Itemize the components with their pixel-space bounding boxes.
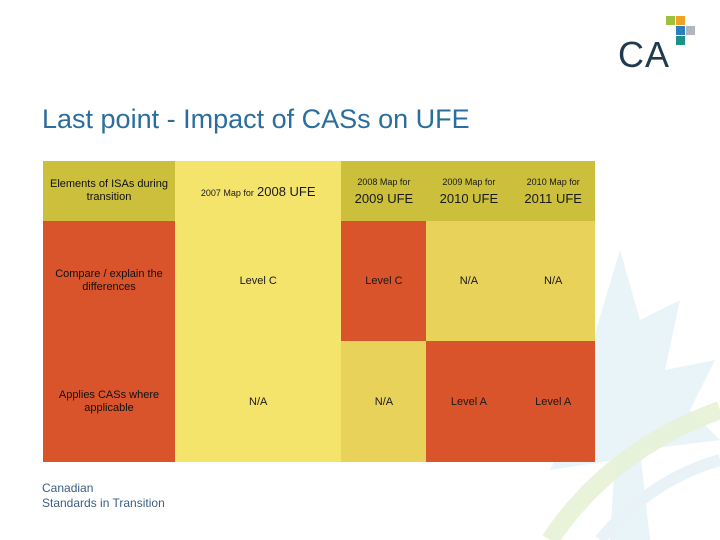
footer-line-1: Canadian: [42, 481, 94, 495]
header-col-small: 2010 Map for: [526, 176, 580, 187]
table-row: Compare / explain the differences Level …: [43, 221, 595, 341]
header-col-big: 2009 UFE: [354, 190, 414, 206]
header-col-2010: 2009 Map for 2010 UFE: [426, 161, 512, 221]
logo-square-green: [666, 16, 675, 25]
logo-square-grey: [686, 26, 695, 35]
table-cell: Level A: [426, 341, 512, 462]
footer-branding: Canadian Standards in Transition: [42, 481, 165, 511]
ca-logo: CA: [618, 14, 698, 75]
slide-title: Last point - Impact of CASs on UFE: [42, 104, 470, 134]
header-col-big: 2011 UFE: [524, 190, 582, 206]
table-cell: N/A: [511, 221, 595, 341]
table-header-row: Elements of ISAs during transition 2007 …: [43, 161, 595, 221]
logo-text: CA: [618, 34, 671, 75]
header-elements-label: Elements of ISAs during transition: [49, 178, 168, 203]
table-cell: Level C: [175, 221, 342, 341]
logo-square-teal: [676, 36, 685, 45]
header-col-2009: 2008 Map for 2009 UFE: [341, 161, 427, 221]
row-label: Applies CASs where applicable: [58, 388, 160, 414]
table-cell: Level C: [341, 221, 427, 341]
logo-square-blue: [676, 26, 685, 35]
table-cell: N/A: [341, 341, 427, 462]
table-row: Applies CASs where applicable N/A N/A Le…: [43, 341, 595, 462]
row-label-cell: Compare / explain the differences: [43, 221, 175, 341]
maple-leaf-watermark-icon: [510, 250, 720, 540]
header-col-2011: 2010 Map for 2011 UFE: [511, 161, 595, 221]
header-col-big: 2010 UFE: [439, 190, 499, 206]
header-col-small: 2009 Map for: [442, 176, 496, 187]
header-col-big: 2008 UFE: [257, 183, 316, 199]
header-col-2008: 2007 Map for 2008 UFE: [175, 161, 342, 221]
table-cell: Level A: [511, 341, 595, 462]
impact-table: Elements of ISAs during transition 2007 …: [43, 161, 595, 462]
header-elements-cell: Elements of ISAs during transition: [43, 161, 175, 221]
table-cell: N/A: [175, 341, 342, 462]
row-label: Compare / explain the differences: [55, 268, 163, 293]
header-col-small: 2008 Map for: [357, 176, 411, 187]
footer-line-2: Standards in Transition: [42, 496, 165, 510]
header-col-small: 2007 Map for: [200, 187, 254, 198]
table-cell: N/A: [426, 221, 512, 341]
row-label-cell: Applies CASs where applicable: [43, 341, 175, 462]
logo-square-orange: [676, 16, 685, 25]
